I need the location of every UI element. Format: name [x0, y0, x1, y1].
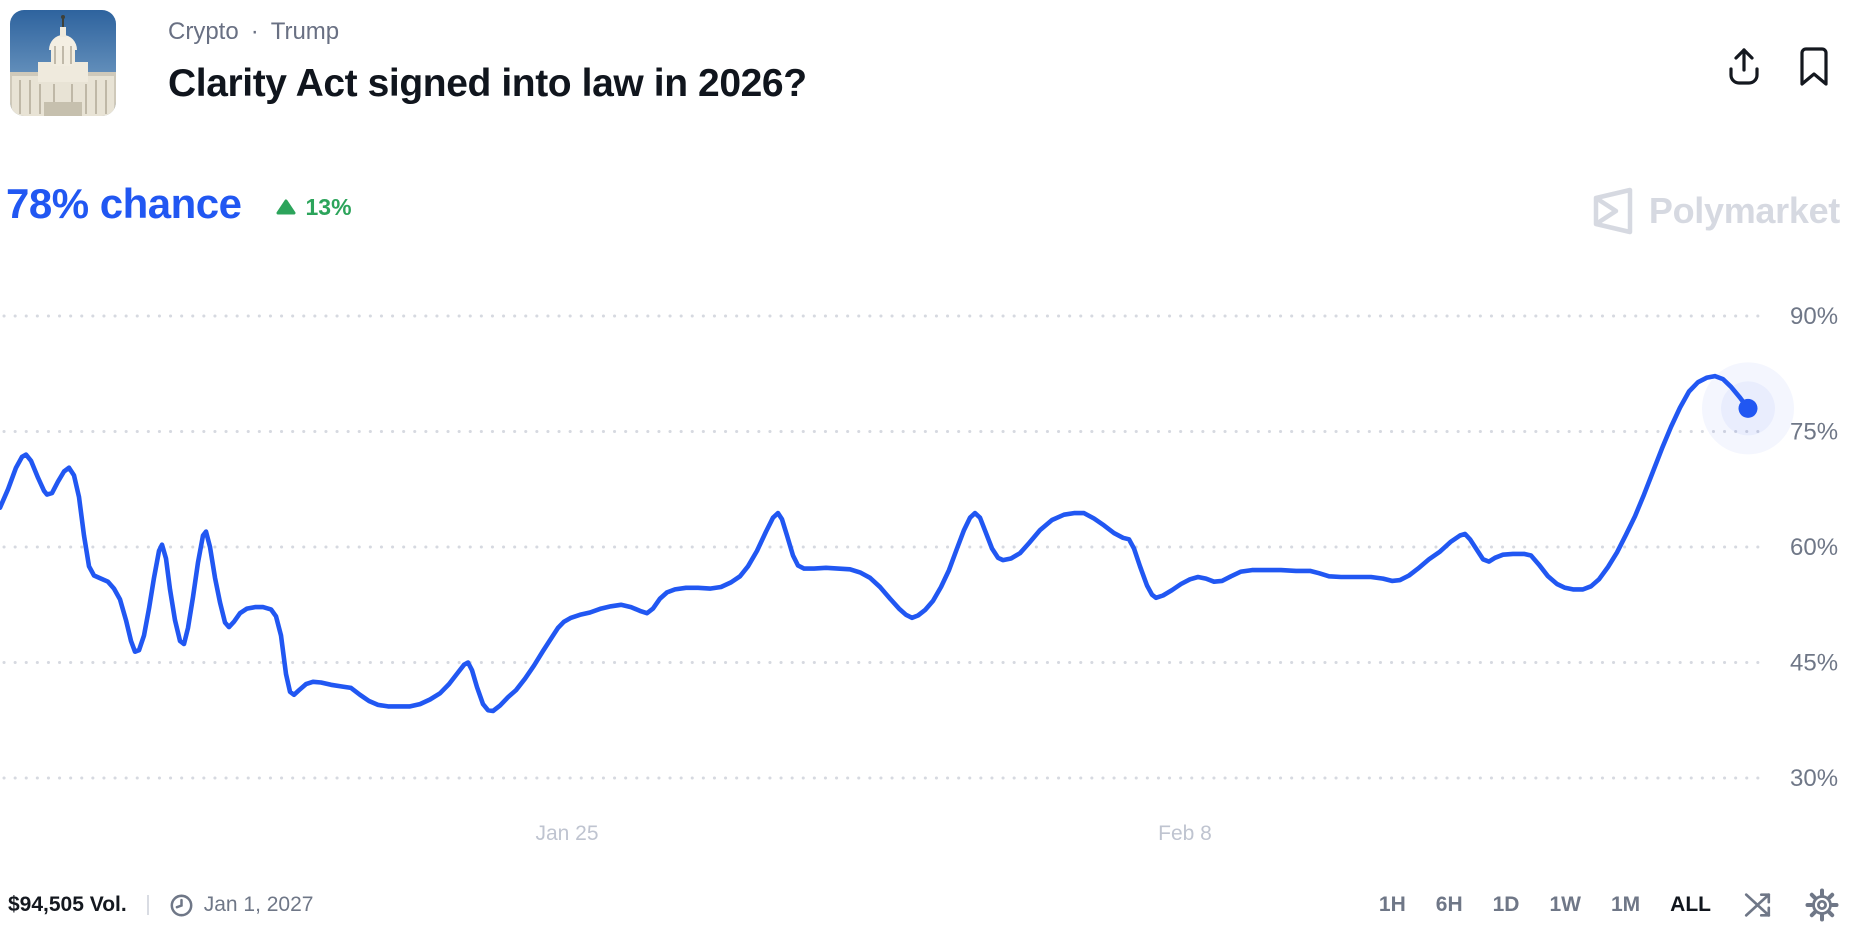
range-button-1w[interactable]: 1W — [1549, 893, 1581, 916]
arrow-up-icon — [276, 199, 296, 215]
x-tick-label: Feb 8 — [1158, 822, 1212, 845]
y-tick-label-90: 90% — [1790, 303, 1838, 330]
clock-icon — [170, 894, 193, 916]
polymarket-watermark: Polymarket — [1589, 186, 1840, 236]
range-button-all[interactable]: ALL — [1670, 893, 1711, 916]
breadcrumb-separator: · — [250, 18, 259, 45]
y-tick-label-60: 60% — [1790, 534, 1838, 561]
breadcrumb: Crypto · Trump — [168, 18, 807, 46]
range-button-6h[interactable]: 6H — [1435, 893, 1463, 916]
compare-button[interactable] — [1741, 889, 1774, 921]
watermark-brand: Polymarket — [1648, 190, 1840, 231]
change-indicator: 13% — [275, 193, 352, 221]
market-avatar — [10, 10, 116, 116]
gear-icon — [1805, 888, 1839, 922]
y-tick-label-75: 75% — [1790, 419, 1838, 446]
header-actions — [1724, 44, 1832, 88]
y-tick-label-30: 30% — [1790, 765, 1838, 792]
polymarket-logo-icon — [1593, 187, 1633, 235]
range-group: 1H 6H 1D 1W 1M ALL — [1379, 893, 1711, 917]
x-tick-label: Jan 25 — [535, 822, 598, 845]
volume-label: $94,505 Vol. — [8, 893, 127, 916]
footer-left: $94,505 Vol. Jan 1, 2027 — [8, 893, 313, 918]
bookmark-icon — [1800, 47, 1828, 86]
capitol-image — [10, 10, 116, 116]
range-button-1d[interactable]: 1D — [1492, 893, 1520, 916]
footer-bar: $94,505 Vol. Jan 1, 2027 1H 6H 1D 1W 1M ALL — [0, 884, 1854, 930]
header-text: Crypto · Trump Clarity Act signed into l… — [168, 18, 807, 106]
header: Crypto · Trump Clarity Act signed into l… — [0, 0, 1854, 130]
range-button-1h[interactable]: 1H — [1378, 893, 1406, 916]
settings-button[interactable] — [1804, 887, 1840, 923]
footer-right: 1H 6H 1D 1W 1M ALL — [1379, 887, 1840, 923]
change-percent: 13% — [305, 193, 352, 220]
range-button-1m[interactable]: 1M — [1610, 893, 1641, 916]
price-row: 78% chance 13% — [6, 180, 352, 228]
price-line — [0, 373, 1751, 714]
y-tick-label-45: 45% — [1790, 650, 1838, 677]
divider — [146, 895, 149, 915]
breadcrumb-subcategory[interactable]: Trump — [270, 18, 340, 45]
chance-value: 78% chance — [6, 180, 242, 227]
breadcrumb-category[interactable]: Crypto — [168, 18, 239, 45]
bookmark-button[interactable] — [1796, 45, 1832, 87]
crossing-arrows-icon — [1744, 893, 1771, 917]
share-button[interactable] — [1724, 44, 1764, 88]
endpoint-dot — [1738, 398, 1758, 418]
page-title: Clarity Act signed into law in 2026? — [168, 62, 807, 105]
end-date-label: Jan 1, 2027 — [203, 893, 314, 916]
share-icon — [1729, 48, 1759, 85]
